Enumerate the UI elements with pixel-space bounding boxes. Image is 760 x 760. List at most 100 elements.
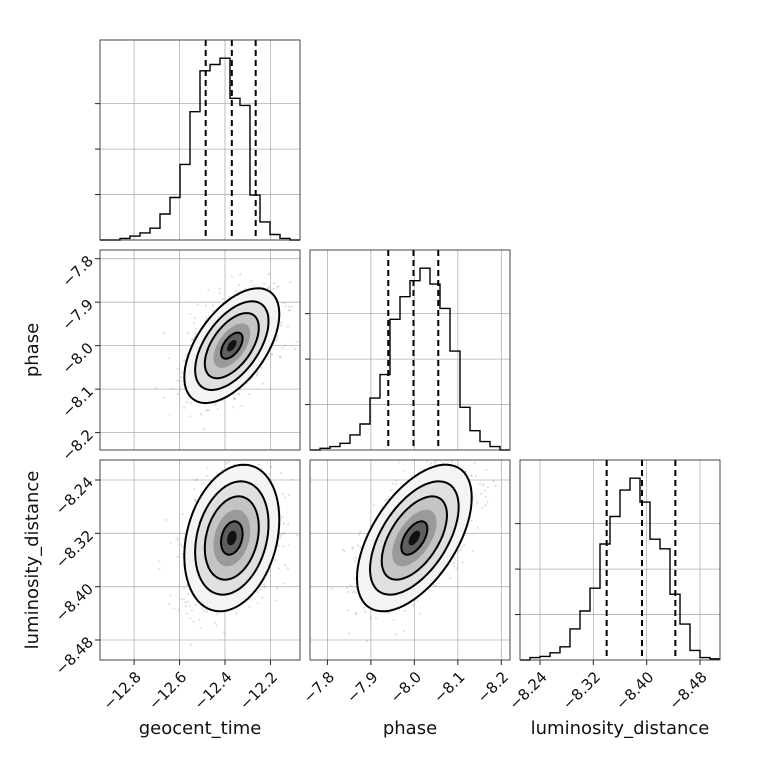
scatter-point: [391, 482, 395, 485]
scatter-point: [205, 316, 208, 319]
scatter-point: [184, 604, 188, 608]
scatter-point: [181, 552, 184, 556]
histogram-luminosity_distance: [520, 477, 720, 661]
scatter-point: [226, 461, 229, 464]
y-axis-label-phase: phase: [22, 323, 43, 377]
scatter-point: [184, 601, 187, 604]
scatter-point: [452, 562, 456, 565]
y-tick-label: −8.40: [52, 580, 97, 625]
scatter-point: [402, 470, 405, 473]
scatter-point: [192, 322, 196, 325]
scatter-point: [205, 409, 208, 412]
scatter-point: [181, 512, 184, 515]
scatter-point: [176, 379, 179, 382]
scatter-point: [412, 604, 415, 607]
scatter-point: [370, 615, 373, 618]
scatter-point: [364, 610, 367, 613]
scatter-point: [482, 483, 485, 487]
scatter-point: [263, 586, 266, 589]
scatter-point: [240, 404, 243, 407]
x-tick-label: −8.24: [506, 668, 551, 713]
scatter-point: [426, 460, 429, 464]
scatter-point: [206, 474, 209, 478]
scatter-point: [386, 498, 389, 501]
x-tick-label: −12.2: [236, 668, 281, 713]
scatter-point: [233, 396, 236, 399]
scatter-point: [287, 305, 291, 308]
scatter-point: [195, 478, 198, 481]
scatter-point: [283, 344, 286, 347]
scatter-point: [282, 532, 285, 535]
scatter-point: [221, 468, 224, 471]
scatter-point: [354, 556, 358, 559]
scatter-point: [222, 298, 225, 301]
scatter-point: [237, 284, 240, 287]
scatter-point: [473, 462, 476, 465]
scatter-point: [168, 413, 171, 416]
scatter-point: [295, 340, 298, 343]
scatter-point: [194, 499, 197, 502]
scatter-point: [296, 534, 299, 537]
scatter-point: [349, 584, 352, 587]
scatter-point: [288, 309, 291, 312]
scatter-point: [199, 627, 202, 630]
scatter-point: [474, 474, 477, 477]
scatter-point: [173, 607, 176, 610]
scatter-point: [277, 544, 280, 547]
scatter-point: [273, 558, 277, 562]
scatter-point: [359, 546, 362, 549]
scatter-point: [182, 598, 186, 601]
scatter-point: [279, 356, 282, 359]
scatter-point: [189, 617, 192, 620]
scatter-point: [205, 610, 208, 613]
histogram-phase: [310, 267, 510, 451]
scatter-point: [387, 495, 390, 498]
scatter-point: [231, 406, 234, 409]
x-tick-label: −8.32: [559, 668, 604, 713]
scatter-point: [450, 460, 453, 463]
scatter-point: [180, 371, 183, 374]
scatter-point: [194, 498, 197, 501]
scatter-point: [428, 588, 431, 591]
scatter-point: [492, 480, 495, 483]
scatter-point: [462, 466, 465, 469]
scatter-point: [215, 472, 218, 475]
scatter-point: [218, 292, 221, 295]
contour-line: [183, 463, 281, 613]
scatter-point: [284, 305, 287, 308]
scatter-point: [204, 319, 207, 322]
scatter-point: [181, 383, 184, 386]
scatter-point: [194, 479, 197, 482]
scatter-point: [238, 392, 241, 396]
scatter-point: [470, 519, 473, 522]
scatter-point: [277, 285, 280, 288]
scatter-point: [239, 273, 242, 276]
scatter-point: [281, 516, 284, 519]
scatter-point: [162, 332, 165, 335]
contour-line: [203, 312, 260, 380]
scatter-point: [460, 546, 463, 549]
scatter-point: [158, 568, 161, 571]
scatter-point: [434, 460, 437, 463]
scatter-point: [483, 489, 487, 492]
scatter-point: [223, 631, 226, 634]
scatter-point: [277, 567, 280, 570]
scatter-point: [288, 544, 291, 547]
scatter-point: [331, 587, 334, 590]
scatter-point: [282, 522, 285, 525]
scatter-point: [186, 600, 190, 603]
scatter-point: [185, 401, 189, 404]
scatter-point: [188, 604, 192, 608]
scatter-point: [236, 392, 239, 395]
x-tick-label: −12.8: [100, 668, 145, 713]
contour-line: [203, 495, 260, 581]
scatter-point: [270, 465, 273, 468]
scatter-point: [281, 347, 284, 350]
scatter-point: [278, 536, 281, 539]
scatter-point: [243, 385, 246, 388]
scatter-point: [290, 478, 293, 481]
scatter-point: [267, 287, 270, 290]
scatter-point: [213, 403, 217, 406]
scatter-point: [215, 613, 218, 616]
scatter-point: [455, 567, 458, 570]
